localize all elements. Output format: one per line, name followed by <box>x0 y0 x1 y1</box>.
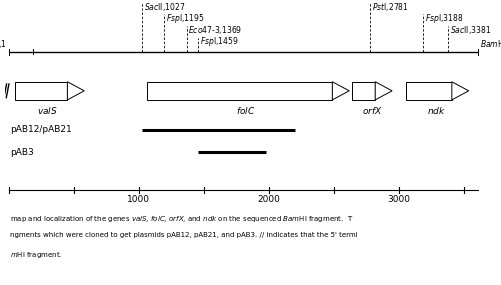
Text: pAB12/pAB21: pAB12/pAB21 <box>10 125 72 135</box>
Text: $\it{Bam}$HI,3614: $\it{Bam}$HI,3614 <box>480 38 501 50</box>
Text: $\it{m}$HI fragment.: $\it{m}$HI fragment. <box>10 250 63 260</box>
Text: $\it{Sac}$II,1027: $\it{Sac}$II,1027 <box>144 1 185 13</box>
Text: $\it{orfX}$: $\it{orfX}$ <box>362 105 382 116</box>
Text: $\it{Bam}$HI,1: $\it{Bam}$HI,1 <box>0 38 7 50</box>
Text: $\it{ndk}$: $\it{ndk}$ <box>427 105 446 116</box>
Bar <box>147 82 332 100</box>
Text: pAB3: pAB3 <box>10 148 34 157</box>
Polygon shape <box>375 82 392 100</box>
Text: $\it{Fsp}$I,3188: $\it{Fsp}$I,3188 <box>424 12 463 25</box>
Text: $\it{Eco}$47-3,1369: $\it{Eco}$47-3,1369 <box>188 24 242 36</box>
Text: 3000: 3000 <box>387 195 410 204</box>
Text: ngments which were cloned to get plasmids pAB12, pAB21, and pAB3. // indicates t: ngments which were cloned to get plasmid… <box>10 232 358 238</box>
Text: $\it{Sac}$II,3381: $\it{Sac}$II,3381 <box>449 24 491 36</box>
Text: 1000: 1000 <box>127 195 150 204</box>
Text: $\it{valS}$: $\it{valS}$ <box>37 105 58 116</box>
Polygon shape <box>332 82 349 100</box>
Polygon shape <box>67 82 84 100</box>
Bar <box>406 82 452 100</box>
Text: $\it{folC}$: $\it{folC}$ <box>235 105 255 116</box>
Bar <box>16 82 67 100</box>
Text: $\it{Fsp}$I,1195: $\it{Fsp}$I,1195 <box>166 12 204 25</box>
Polygon shape <box>452 82 469 100</box>
Text: 2000: 2000 <box>257 195 280 204</box>
Text: $\it{Fsp}$I,1459: $\it{Fsp}$I,1459 <box>200 35 238 48</box>
Bar <box>352 82 375 100</box>
Text: map and localization of the genes $\it{valS}$, $\it{folC}$, $\it{orfX}$, and $\i: map and localization of the genes $\it{v… <box>10 214 354 224</box>
Text: $\it{Pst}$I,2781: $\it{Pst}$I,2781 <box>372 1 408 13</box>
